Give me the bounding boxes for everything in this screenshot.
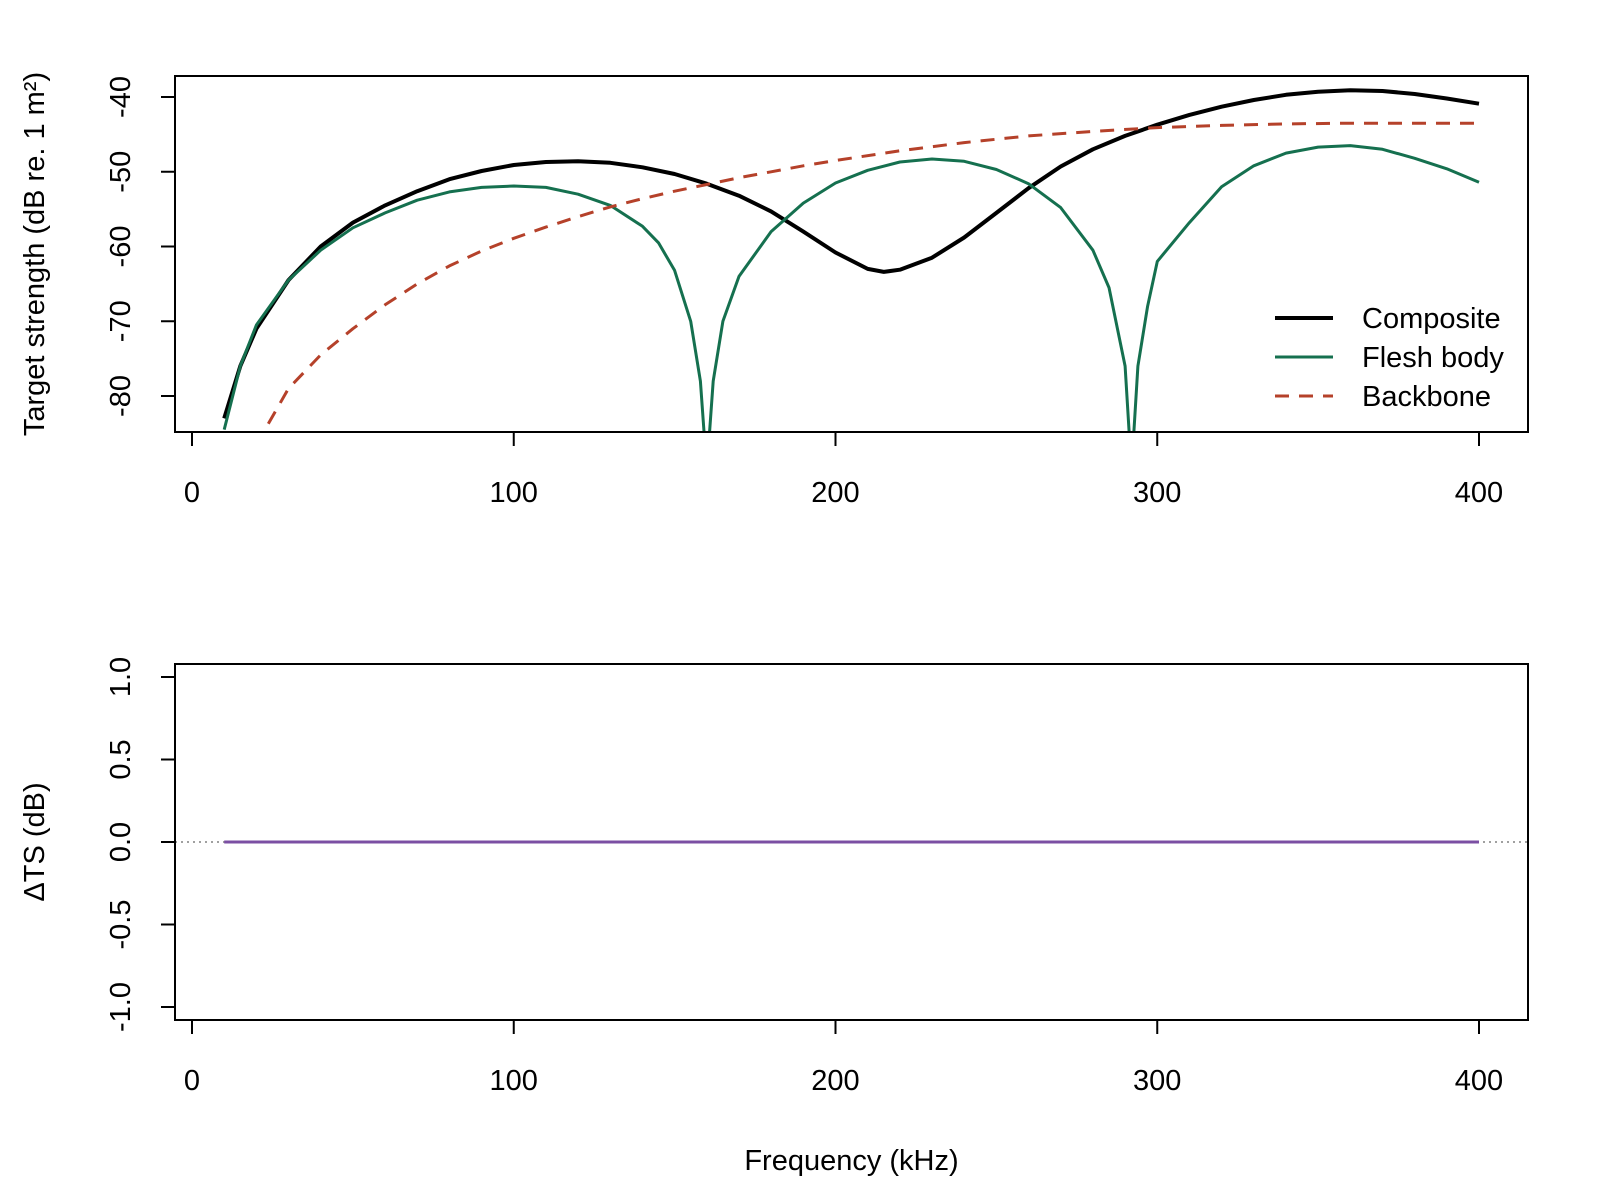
series-line-flesh-body — [222, 144, 1480, 432]
legend: Composite Flesh body Backbone — [1275, 303, 1504, 413]
x-tick-label: 100 — [490, 1065, 538, 1097]
y-axis-title: ΔTS (dB) — [19, 782, 51, 901]
x-tick-label: 100 — [490, 477, 538, 509]
x-tick-label: 300 — [1133, 477, 1181, 509]
x-tick-label: 300 — [1133, 1065, 1181, 1097]
y-tick-label: 1.0 — [105, 657, 137, 697]
x-tick-label: 0 — [184, 477, 200, 509]
legend-label: Flesh body — [1362, 342, 1504, 374]
panel-1: 0 100 200 300 400 -80 -70 -60 -50 -40 Target stren… — [19, 72, 1529, 509]
y-tick-label: -0.5 — [105, 900, 137, 950]
x-axis-title: Frequency (kHz) — [744, 1145, 958, 1177]
y-tick-label: -70 — [105, 300, 137, 342]
legend-label: Backbone — [1362, 381, 1491, 413]
y-tick-label: 0.5 — [105, 739, 137, 779]
legend-label: Composite — [1362, 303, 1501, 335]
x-tick-label: 200 — [811, 1065, 859, 1097]
series-line-composite — [222, 88, 1480, 419]
y-tick-label: -80 — [105, 375, 137, 417]
y-tick-label: -1.0 — [105, 982, 137, 1032]
x-tick-label: 0 — [184, 1065, 200, 1097]
y-tick-label: 0.0 — [105, 822, 137, 862]
y-tick-label: -40 — [105, 76, 137, 118]
y-tick-label: -50 — [105, 151, 137, 193]
panel-2: 0 100 200 300 400 -1.0 -0.5 0.0 0.5 1.0 ΔTS (dB) Fr… — [19, 657, 1529, 1177]
plot-frame — [174, 75, 1529, 433]
x-tick-label: 400 — [1455, 1065, 1503, 1097]
y-axis-title: Target strength (dB re. 1 m²) — [19, 72, 51, 436]
y-tick-label: -60 — [105, 226, 137, 268]
x-tick-label: 200 — [811, 477, 859, 509]
x-tick-label: 400 — [1455, 477, 1503, 509]
